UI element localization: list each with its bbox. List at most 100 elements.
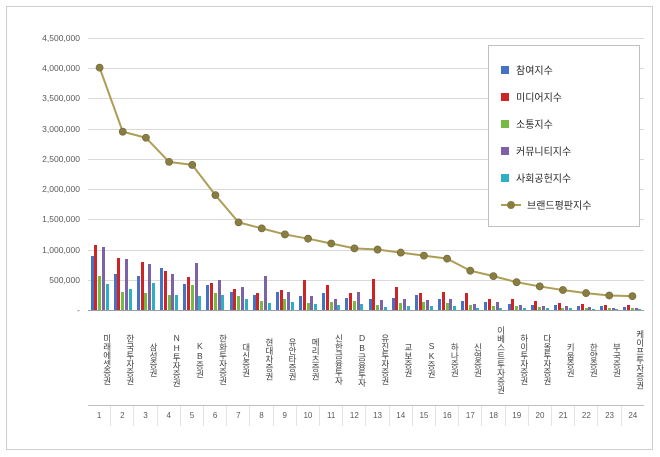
bar-미디어지수 — [256, 293, 260, 310]
bar-미디어지수 — [163, 270, 167, 310]
y-axis-tick-label: 2,000,000 — [42, 184, 80, 195]
bar-참여지수 — [368, 299, 372, 310]
bar-소통지수 — [561, 307, 565, 310]
y-axis-tick-label: 3,000,000 — [42, 123, 80, 134]
bar-group — [482, 38, 505, 310]
bar-커뮤니티지수 — [495, 301, 499, 310]
legend-label: 커뮤니티지수 — [516, 147, 572, 158]
x-axis-rank: 22 — [574, 406, 597, 426]
brand-index-marker — [605, 291, 614, 300]
legend-item: 참여지수 — [501, 56, 629, 83]
legend-item: 미디어지수 — [501, 83, 629, 110]
bar-사회공헌지수 — [568, 308, 572, 310]
x-axis-rank: 23 — [597, 406, 620, 426]
x-axis-rank: 14 — [388, 406, 412, 426]
x-axis-rank: 20 — [527, 406, 551, 426]
x-axis-rank: 11 — [319, 406, 342, 426]
bar-group — [134, 38, 157, 310]
bar-소통지수 — [515, 306, 519, 310]
bar-group — [412, 38, 435, 310]
x-axis-label: SK증권 — [426, 341, 436, 378]
bar-소통지수 — [98, 276, 102, 310]
y-axis-tick-label: 4,000,000 — [42, 63, 80, 74]
bar-커뮤니티지수 — [611, 307, 615, 310]
bar-사회공헌지수 — [545, 308, 549, 310]
x-axis-label: KB증권 — [194, 341, 204, 378]
bar-group — [343, 38, 366, 310]
bar-사회공헌지수 — [476, 307, 480, 310]
x-axis-rank: 24 — [620, 406, 644, 426]
bar-group — [528, 38, 551, 310]
brand-index-marker — [535, 282, 544, 291]
bar-커뮤니티지수 — [634, 307, 638, 310]
bar-미디어지수 — [627, 304, 631, 310]
bar-소통지수 — [144, 293, 148, 310]
brand-index-marker — [211, 191, 220, 200]
bar-사회공헌지수 — [198, 296, 202, 310]
bar-커뮤니티지수 — [217, 279, 221, 310]
brand-index-marker — [489, 272, 498, 281]
bar-미디어지수 — [233, 288, 237, 310]
bar-참여지수 — [623, 306, 627, 310]
bar-사회공헌지수 — [638, 308, 642, 310]
x-axis-rank: 2 — [110, 406, 133, 426]
bar-커뮤니티지수 — [426, 299, 430, 310]
x-axis-rank: 4 — [156, 406, 180, 426]
bar-참여지수 — [553, 305, 557, 310]
brand-index-marker — [628, 292, 637, 300]
bar-사회공헌지수 — [337, 304, 341, 310]
bar-group — [459, 38, 482, 310]
bar-미디어지수 — [418, 293, 422, 310]
brand-index-marker — [304, 234, 312, 243]
gridline — [88, 98, 644, 100]
bar-소통지수 — [538, 306, 542, 310]
bar-소통지수 — [260, 300, 264, 310]
bar-group — [158, 38, 181, 310]
bar-커뮤니티지수 — [449, 298, 453, 310]
bar-소통지수 — [607, 308, 611, 310]
bar-group — [111, 38, 134, 310]
x-axis-rank: 16 — [435, 406, 458, 426]
x-axis-rank: 18 — [481, 406, 504, 426]
legend-swatch-icon — [501, 92, 509, 101]
line-series-layer — [95, 63, 637, 300]
bar-참여지수 — [229, 291, 233, 310]
bar-참여지수 — [484, 302, 488, 310]
legend-item: 사회공헌지수 — [501, 164, 629, 191]
bar-사회공헌지수 — [383, 306, 387, 310]
bar-사회공헌지수 — [522, 308, 526, 310]
bar-group — [575, 38, 598, 310]
bar-미디어지수 — [580, 303, 584, 310]
bar-커뮤니티지수 — [194, 263, 198, 310]
bar-커뮤니티지수 — [565, 306, 569, 310]
x-axis-label: 신영증권 — [472, 342, 482, 377]
x-axis-label: 하나증권 — [449, 342, 459, 377]
bar-사회공헌지수 — [267, 303, 271, 310]
bar-group — [505, 38, 528, 310]
bar-미디어지수 — [186, 276, 190, 310]
bar-커뮤니티지수 — [542, 305, 546, 310]
brand-index-marker — [443, 254, 451, 263]
brand-index-marker — [350, 244, 359, 253]
bar-미디어지수 — [603, 304, 607, 310]
bar-사회공헌지수 — [175, 294, 179, 310]
bar-미디어지수 — [325, 284, 329, 310]
bar-group — [621, 38, 644, 310]
x-axis-rank: 10 — [295, 406, 319, 426]
bar-소통지수 — [352, 300, 356, 310]
x-axis-rank-row: 1 2 3 4 5 6 7 8 9 10 11 12 13 14 15 16 17 18 19 20 21 22 23 24 — [88, 405, 644, 426]
y-axis-tick-label: 2,500,000 — [42, 153, 80, 164]
bar-커뮤니티지수 — [379, 300, 383, 310]
bar-소통지수 — [422, 302, 426, 310]
bar-커뮤니티지수 — [148, 264, 152, 310]
x-axis-rank: 7 — [226, 406, 249, 426]
bar-미디어지수 — [117, 258, 121, 310]
bar-소통지수 — [491, 305, 495, 310]
brand-index-marker — [118, 127, 127, 136]
gridline — [88, 189, 644, 191]
x-axis-rank: 19 — [504, 406, 528, 426]
bar-참여지수 — [322, 293, 326, 310]
brand-index-marker — [420, 251, 428, 260]
bar-사회공헌지수 — [244, 298, 248, 310]
